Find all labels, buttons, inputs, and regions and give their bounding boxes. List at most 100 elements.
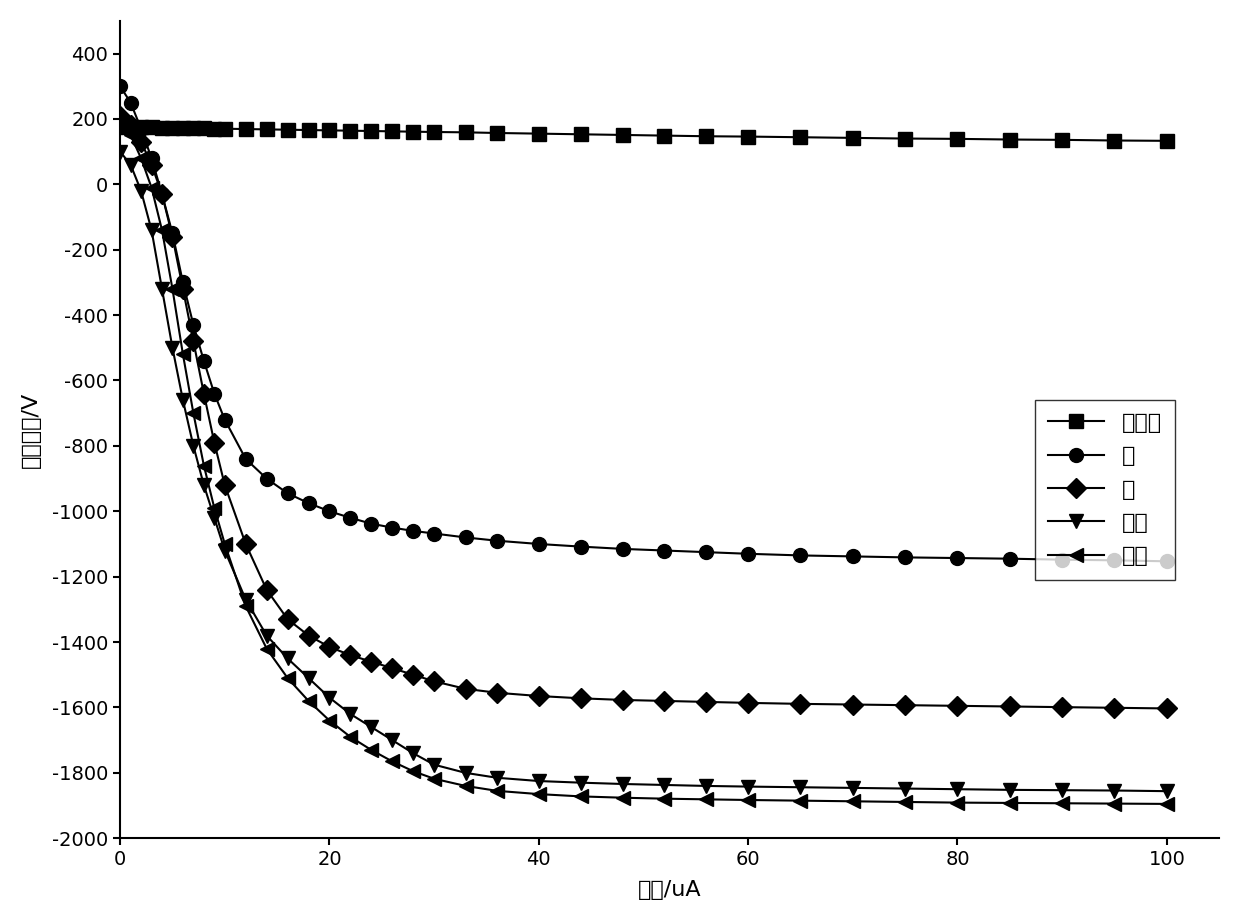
金 [280, 613, 295, 624]
金 [186, 336, 201, 347]
金 [176, 284, 191, 295]
肳磳 [176, 394, 191, 405]
金 [1107, 703, 1122, 714]
钑 [615, 543, 630, 554]
肳磳 [259, 630, 274, 641]
石墨 [301, 695, 316, 706]
肳磳 [238, 594, 253, 605]
石墨 [490, 786, 505, 797]
Line: 金: 金 [113, 109, 1174, 716]
钑 [1055, 554, 1070, 565]
活性炭 [144, 122, 159, 133]
钑 [363, 519, 378, 530]
活性炭 [186, 122, 201, 134]
石墨 [657, 793, 672, 804]
肳磳 [134, 185, 149, 196]
钑 [1159, 555, 1174, 566]
石墨 [384, 756, 399, 767]
活性炭 [259, 123, 274, 134]
肳磳 [280, 653, 295, 664]
活性炭 [134, 122, 149, 133]
钑 [405, 525, 420, 536]
钑 [898, 552, 913, 563]
活性炭 [1055, 134, 1070, 146]
活性炭 [458, 127, 472, 138]
肳磳 [490, 772, 505, 783]
石墨 [322, 715, 337, 726]
肳磳 [363, 721, 378, 732]
钑 [1002, 554, 1017, 565]
金 [113, 111, 128, 122]
钑 [343, 512, 358, 523]
活性炭 [165, 122, 180, 134]
石墨 [405, 765, 420, 776]
金 [322, 641, 337, 652]
钑 [427, 528, 441, 539]
钑 [301, 497, 316, 508]
肳磳 [155, 284, 170, 295]
金 [846, 699, 861, 710]
钑 [846, 551, 861, 562]
石墨 [280, 672, 295, 683]
金 [573, 693, 588, 704]
活性炭 [1107, 135, 1122, 146]
钑 [532, 539, 547, 550]
肳磳 [427, 759, 441, 770]
肳磳 [113, 146, 128, 157]
钑 [458, 532, 472, 543]
肳磳 [405, 748, 420, 759]
石墨 [113, 118, 128, 129]
金 [1002, 701, 1017, 712]
金 [1159, 703, 1174, 714]
活性炭 [740, 131, 755, 142]
肳磳 [657, 779, 672, 790]
活性炭 [176, 122, 191, 134]
石墨 [699, 794, 714, 805]
金 [259, 584, 274, 595]
活性炭 [363, 125, 378, 136]
金 [950, 700, 965, 711]
钑 [699, 547, 714, 558]
金 [207, 437, 222, 449]
肳磳 [615, 778, 630, 789]
活性炭 [207, 123, 222, 134]
钑 [1107, 554, 1122, 565]
活性炭 [846, 133, 861, 144]
石墨 [363, 744, 378, 755]
肳磳 [123, 159, 138, 170]
金 [134, 136, 149, 147]
钑 [123, 97, 138, 108]
石墨 [144, 182, 159, 193]
Line: 活性炭: 活性炭 [113, 120, 1174, 147]
金 [238, 539, 253, 550]
Y-axis label: 电极电位/V: 电极电位/V [21, 391, 41, 468]
肳磳 [322, 692, 337, 703]
金 [301, 630, 316, 641]
石墨 [1055, 798, 1070, 809]
金 [165, 231, 180, 242]
石墨 [846, 796, 861, 807]
钑 [207, 388, 222, 399]
活性炭 [615, 130, 630, 141]
活性炭 [384, 126, 399, 137]
钑 [238, 453, 253, 464]
肳磳 [1159, 786, 1174, 797]
金 [490, 687, 505, 698]
肳磳 [343, 708, 358, 719]
石墨 [343, 731, 358, 742]
活性炭 [950, 134, 965, 145]
金 [898, 700, 913, 711]
活性炭 [217, 123, 232, 134]
石墨 [196, 460, 211, 471]
金 [427, 676, 441, 687]
石墨 [186, 408, 201, 419]
金 [384, 663, 399, 674]
金 [196, 388, 211, 399]
活性炭 [699, 131, 714, 142]
Line: 石墨: 石墨 [113, 117, 1174, 810]
活性炭 [573, 129, 588, 140]
金 [144, 159, 159, 170]
钑 [196, 356, 211, 367]
金 [217, 480, 232, 491]
肳磳 [740, 781, 755, 792]
